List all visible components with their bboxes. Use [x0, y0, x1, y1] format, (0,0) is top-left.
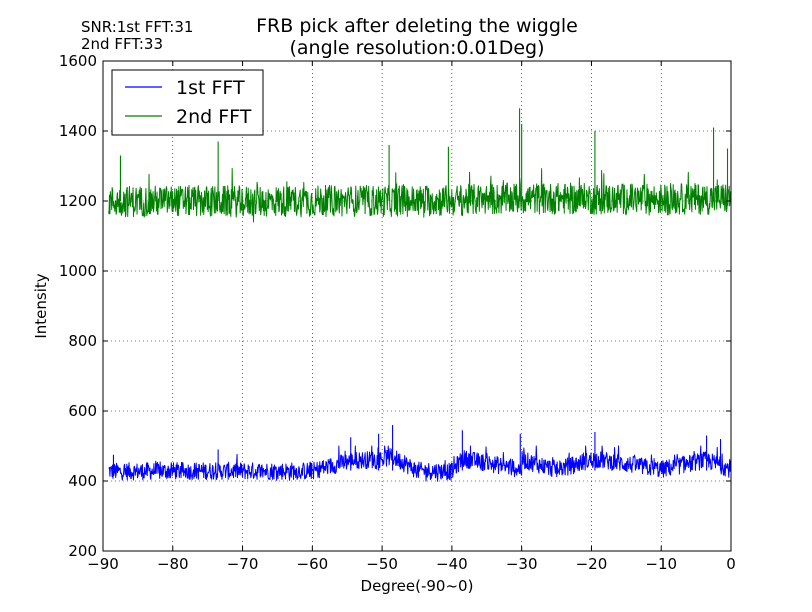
- y-tick-label: 1000: [59, 262, 97, 280]
- x-tick-label: −50: [366, 555, 398, 573]
- legend-box: [111, 69, 264, 136]
- series-line-2: [108, 168, 732, 223]
- y-tick-label: 800: [68, 332, 97, 350]
- y-tick-label: 400: [68, 472, 97, 490]
- series-layer: [108, 108, 732, 482]
- y-tick-label: 1600: [59, 52, 97, 70]
- x-tick-label: −20: [576, 555, 608, 573]
- snr-annotation-1: SNR:1st FFT:31: [81, 18, 193, 36]
- x-tick-label: −30: [506, 555, 538, 573]
- x-axis-label: Degree(-90~0): [361, 577, 474, 595]
- y-tick-label: 1200: [59, 192, 97, 210]
- ticks: [102, 60, 732, 552]
- legend: 1st FFT 2nd FFT: [111, 69, 264, 136]
- x-tick-label: −10: [645, 555, 677, 573]
- x-tick-label: −70: [227, 555, 259, 573]
- x-tick-label: −60: [297, 555, 329, 573]
- y-tick-label: 600: [68, 402, 97, 420]
- series-line-1: [108, 445, 732, 482]
- x-tick-label: −90: [87, 555, 119, 573]
- chart-title-line1: FRB pick after deleting the wiggle: [256, 15, 578, 37]
- y-tick-label: 1400: [59, 122, 97, 140]
- y-axis-label: Intensity: [32, 273, 50, 338]
- plot-frame: [102, 60, 732, 552]
- x-tick-label: 0: [726, 555, 736, 573]
- legend-label-1st-fft: 1st FFT: [176, 77, 245, 99]
- x-tick-label: −80: [157, 555, 189, 573]
- legend-label-2nd-fft: 2nd FFT: [176, 106, 252, 128]
- chart-title-line2: (angle resolution:0.01Deg): [290, 37, 545, 59]
- snr-annotation-2: 2nd FFT:33: [81, 35, 163, 53]
- x-tick-label: −40: [436, 555, 468, 573]
- y-tick-label: 200: [68, 542, 97, 560]
- tick-labels: −90 −80 −70 −60 −50 −40 −30 −20 −10 0 200 400 600 800…: [59, 52, 736, 573]
